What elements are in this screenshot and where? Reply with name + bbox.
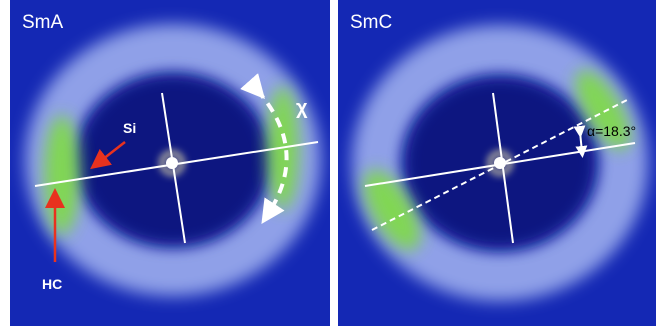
- annotation: HC: [42, 276, 62, 292]
- panel-smc: SmC α=18.3°: [338, 0, 656, 326]
- panel-sma: SmA Si HC χ: [10, 0, 330, 326]
- panel-label: SmA: [22, 12, 64, 33]
- annotation: α=18.3°: [587, 123, 636, 139]
- annotation: χ: [296, 97, 308, 119]
- panel-label: SmC: [350, 12, 392, 33]
- figure: SmA Si HC χ SmC α=18.3°: [0, 0, 661, 326]
- annotation: Si: [123, 120, 136, 136]
